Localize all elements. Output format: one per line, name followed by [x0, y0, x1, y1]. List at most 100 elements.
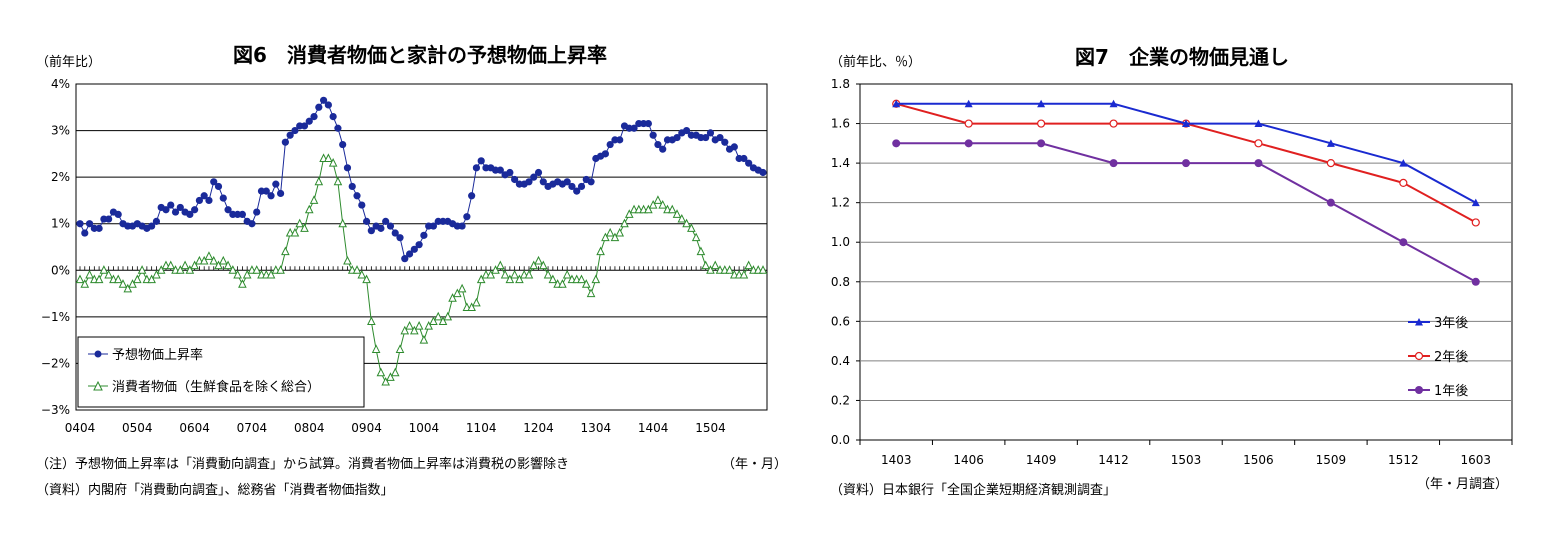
- chart6-x-tick-label: 0704: [237, 421, 268, 435]
- chart6-point: [343, 164, 352, 172]
- chart7-y-tick-label: 1.0: [831, 235, 850, 249]
- chart6-x-tick-label: 1304: [581, 421, 612, 435]
- chart7-legend-label: 3年後: [1434, 316, 1468, 331]
- chart6-point: [205, 196, 213, 205]
- chart6-point: [190, 260, 199, 270]
- chart6-point: [658, 199, 668, 209]
- chart6-point: [601, 232, 610, 242]
- chart6-point: [496, 166, 504, 174]
- chart6-point: [616, 136, 624, 144]
- chart6-y-tick-label: 1%: [51, 217, 70, 231]
- chart6-point: [429, 222, 438, 230]
- chart6-point: [410, 245, 418, 253]
- chart6-point: [300, 122, 309, 130]
- chart6-xlabel: （年・月）: [722, 457, 787, 472]
- chart6-point: [400, 325, 410, 335]
- chart6-point: [419, 335, 429, 344]
- chart6-point: [300, 223, 309, 232]
- chart6-point: [152, 217, 161, 225]
- chart7-x-tick-label: 1406: [953, 453, 984, 467]
- chart6-point: [510, 269, 519, 279]
- chart6-point: [343, 255, 352, 265]
- chart6-point: [191, 206, 199, 214]
- chart6-point: [176, 203, 184, 212]
- chart6-point: [472, 297, 481, 307]
- chart7-point: [1109, 99, 1118, 108]
- chart6-point: [281, 138, 289, 146]
- chart6-point: [315, 103, 323, 111]
- chart6-point: [530, 173, 538, 181]
- chart6-point: [648, 199, 658, 209]
- chart7-y-tick-label: 1.8: [831, 77, 850, 91]
- chart6-point: [381, 376, 390, 386]
- chart6-point: [453, 288, 462, 298]
- chart6-y-tick-label: −3%: [41, 403, 70, 417]
- chart6-point: [133, 274, 142, 284]
- chart6-y-tick-label: −1%: [41, 310, 70, 324]
- chart6-point: [386, 222, 395, 230]
- chart6-point: [558, 279, 567, 288]
- chart6-point: [706, 129, 715, 137]
- chart6-point: [601, 150, 609, 158]
- legend-marker-cpi: [93, 380, 103, 391]
- chart6-point: [405, 250, 414, 258]
- chart6-point: [653, 195, 663, 204]
- legend-marker-expected: [94, 350, 102, 358]
- chart6-point: [295, 218, 305, 228]
- chart7-point: [1037, 139, 1046, 148]
- chart6-point: [290, 227, 300, 237]
- chart7-x-ticks: 1403 1406 1409 1412 1503 1506 1509 1512 1603: [859, 440, 1513, 467]
- chart6-point: [186, 210, 194, 218]
- chart6-point: [691, 232, 701, 242]
- chart6-point: [630, 124, 638, 132]
- chart6-point: [745, 159, 753, 167]
- chart6-plot-frame: [75, 83, 768, 411]
- chart6-point: [75, 274, 85, 284]
- chart6-point: [467, 302, 476, 312]
- chart6-point: [591, 274, 601, 284]
- chart6-point: [696, 246, 706, 256]
- chart6-point: [730, 143, 738, 151]
- chart6-point: [167, 201, 175, 209]
- chart6-series-expected-inflation: [76, 96, 767, 263]
- chart6-point: [314, 176, 324, 186]
- chart7-y-tick-label: 1.6: [831, 117, 850, 131]
- chart7-ylabel: （前年比、％）: [830, 54, 921, 70]
- chart6-point: [710, 260, 720, 270]
- chart6-point: [362, 217, 371, 225]
- chart6-x-tick-label: 0604: [179, 421, 210, 435]
- chart7-point: [1254, 159, 1263, 168]
- chart6-point: [476, 274, 486, 284]
- chart6-point: [405, 321, 414, 330]
- chart6-point: [649, 131, 657, 139]
- chart6-point: [739, 269, 749, 279]
- chart6-point: [438, 316, 448, 326]
- chart7-x-tick-label: 1403: [881, 453, 912, 467]
- chart6-point: [644, 204, 653, 214]
- chart6-point: [515, 274, 524, 284]
- chart7-point: [892, 99, 901, 108]
- chart7-legend: 3年後 2年後 1年後: [1408, 316, 1468, 399]
- chart7-y-tick-label: 0.2: [831, 393, 850, 407]
- chart6-point: [367, 316, 376, 326]
- chart7-x-tick-label: 1603: [1461, 453, 1492, 467]
- chart6-point: [334, 124, 342, 132]
- chart6-point: [180, 260, 190, 270]
- chart6-point: [586, 288, 596, 298]
- chart6-point: [539, 178, 547, 186]
- chart6-point: [491, 265, 500, 274]
- chart6-point: [562, 269, 572, 279]
- chart7-point: [1109, 159, 1118, 168]
- chart6-point: [415, 241, 423, 249]
- chart6-note: （注）予想物価上昇率は「消費動向調査」から試算。消費者物価上昇率は消費税の影響除…: [36, 456, 569, 472]
- chart6-point: [702, 133, 710, 142]
- chart6-point: [581, 279, 591, 288]
- chart6-point: [534, 168, 543, 177]
- chart6-point: [534, 255, 543, 265]
- chart7-point: [1326, 139, 1335, 147]
- chart6-point: [252, 265, 262, 274]
- chart6-point: [371, 344, 381, 353]
- chart7-point: [1471, 277, 1480, 286]
- chart6-point: [673, 133, 681, 142]
- chart6-point: [152, 269, 161, 279]
